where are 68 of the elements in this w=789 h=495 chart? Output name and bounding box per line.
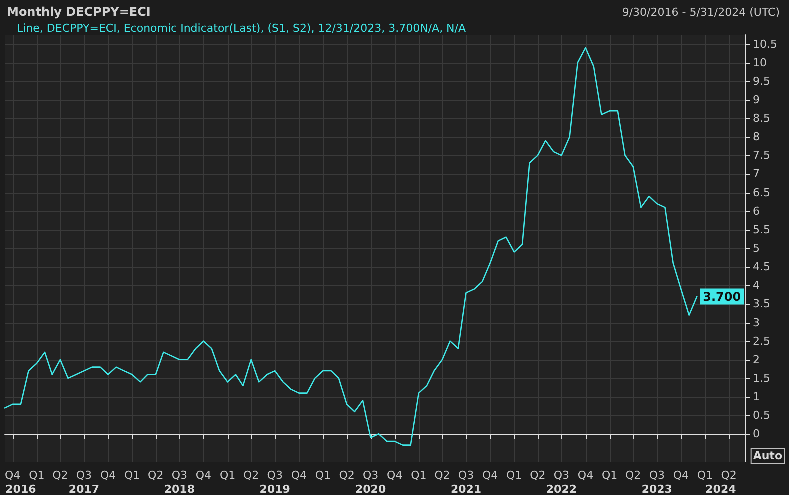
y-tick-label: 10.5 xyxy=(753,38,778,51)
y-tick-label: 6 xyxy=(753,204,760,218)
y-tick-label: 6.5 xyxy=(753,186,770,200)
x-tick-label: Q4 xyxy=(291,469,308,482)
y-tick-label: 0.5 xyxy=(753,409,770,422)
text: Auto xyxy=(753,450,783,462)
x-tick-label: Q3 xyxy=(267,469,283,482)
x-tick-label: Q2 xyxy=(243,469,260,482)
y-tick-label: 8 xyxy=(753,130,760,144)
x-tick-label: Q1 xyxy=(315,469,332,482)
line-series xyxy=(4,47,698,446)
y-tick-label: 4.5 xyxy=(753,260,770,274)
y-tick-label: 10 xyxy=(753,56,767,70)
x-tick-label: Q2 xyxy=(721,469,737,482)
x-tick-label: Q2 xyxy=(148,469,164,482)
x2-tick-label: 2020 xyxy=(356,483,386,495)
annotation: 3.700 xyxy=(703,290,742,304)
x2-tick-label: 2023 xyxy=(642,483,672,495)
y-tick-label: 1.5 xyxy=(753,372,770,385)
y-tick-label: 9 xyxy=(753,93,760,106)
text: Line, DECPPY=ECI, Economic Indicator(Last), (S1, S2), 12/31/2023, 3.700N/A, N/A xyxy=(17,22,466,35)
x-tick-label: Q1 xyxy=(124,469,140,482)
y-tick-label: 5 xyxy=(753,242,760,255)
x-tick-label: Q4 xyxy=(100,469,116,482)
chart-title: Monthly DECPPY=ECI xyxy=(7,5,151,19)
x2-tick-label: 2016 xyxy=(6,483,37,495)
y-tick-label: 0 xyxy=(753,428,760,441)
y-tick-label: 5.5 xyxy=(753,223,770,236)
y-tick-label: 9.5 xyxy=(753,74,770,88)
x-tick-label: Q2 xyxy=(626,469,642,482)
x-tick-label: Q4 xyxy=(578,469,594,482)
x-tick-label: Q3 xyxy=(554,469,570,482)
x-tick-label: Q2 xyxy=(530,469,546,482)
x-tick-label: Q3 xyxy=(172,469,188,482)
x-tick-label: Q3 xyxy=(458,469,474,482)
y-tick-label: 2.5 xyxy=(753,334,770,348)
x-tick-label: Q4 xyxy=(5,469,21,482)
x-tick-label: Q3 xyxy=(76,469,92,482)
x2-tick-label: 2019 xyxy=(260,483,290,495)
x-tick-label: Q1 xyxy=(506,469,522,482)
x-tick-label: Q4 xyxy=(482,469,498,482)
y-tick-label: 3.5 xyxy=(753,298,770,311)
y-tick-label: 7 xyxy=(753,168,760,181)
x-tick-label: Q2 xyxy=(434,469,450,482)
x-tick-label: Q3 xyxy=(649,469,665,482)
x-tick-label: Q1 xyxy=(411,469,427,482)
x-tick-label: Q1 xyxy=(220,469,236,482)
x-tick-label: Q4 xyxy=(196,469,212,482)
x2-tick-label: 2018 xyxy=(164,483,195,495)
x2-tick-label: 2021 xyxy=(450,483,482,495)
x-tick-label: Q2 xyxy=(339,469,355,482)
x-tick-label: Q1 xyxy=(29,469,45,482)
y-tick-label: 7.5 xyxy=(753,149,770,162)
x-tick-label: Q3 xyxy=(362,469,379,482)
x-tick-label: Q2 xyxy=(52,469,68,482)
y-tick-label: 1 xyxy=(753,390,760,404)
y-tick-label: 2 xyxy=(753,353,760,366)
y-tick-label: 4 xyxy=(753,279,760,292)
x-tick-label: Q1 xyxy=(602,469,618,482)
x2-tick-label: 2024 xyxy=(706,483,737,495)
x-tick-label: Q4 xyxy=(387,469,403,482)
x2-tick-label: 2022 xyxy=(546,483,578,495)
x-tick-label: Q4 xyxy=(673,469,690,482)
x2-tick-label: 2017 xyxy=(68,483,100,495)
y-tick-label: 8.5 xyxy=(753,112,770,126)
x-tick-label: Q1 xyxy=(697,469,714,482)
y-tick-label: 3 xyxy=(753,316,760,330)
chart-subtitle: 9/30/2016 - 5/31/2024 (UTC) xyxy=(622,6,780,19)
